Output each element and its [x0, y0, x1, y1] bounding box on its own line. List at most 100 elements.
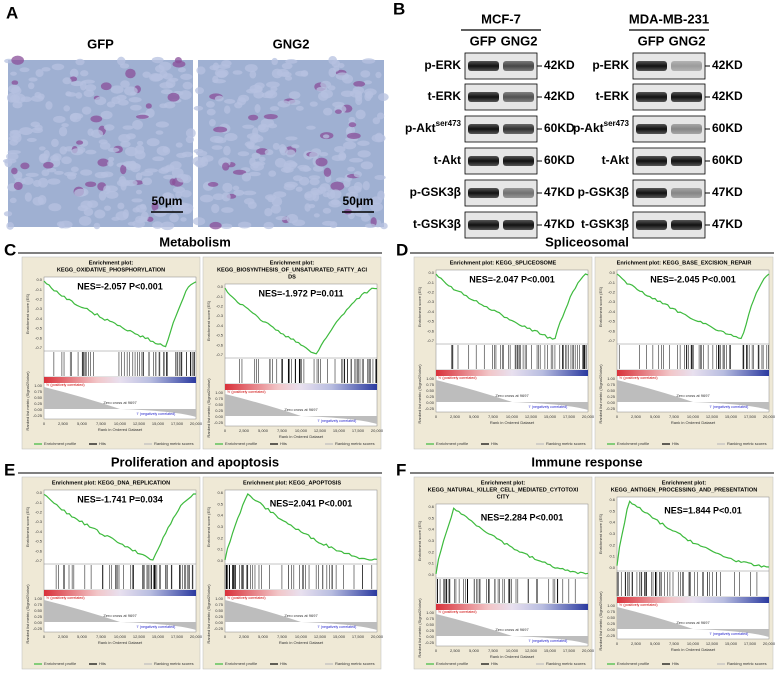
cell — [221, 192, 231, 202]
cell — [223, 145, 231, 156]
cell — [107, 147, 120, 153]
x-tick: 10,000 — [114, 634, 127, 639]
cell — [7, 150, 21, 155]
panel-letter: E — [4, 460, 15, 479]
condition-label: GNG2 — [273, 36, 310, 51]
blot-band — [503, 188, 534, 198]
cell — [48, 203, 62, 212]
y-label: Enrichment score (ES) — [417, 286, 422, 327]
nes-stats: NES=-1.741 P=0.034 — [77, 494, 163, 504]
cell — [62, 77, 72, 85]
cell — [120, 164, 127, 175]
cell — [125, 133, 136, 140]
blot-band — [636, 188, 667, 198]
cell — [355, 95, 363, 106]
metric-tick: 0.75 — [215, 602, 224, 607]
nes-stats: NES=2.284 P<0.001 — [481, 512, 564, 522]
cell — [222, 182, 233, 193]
metric-label: Ranked list metric (Signal2Noise) — [417, 598, 422, 658]
cell — [335, 72, 350, 80]
legend-label: Ranking metric scores — [335, 441, 375, 446]
legend-label: Ranking metric scores — [727, 661, 767, 666]
es-tick: 0.3 — [217, 524, 223, 529]
pos-label: 'h' (positively correlated) — [227, 596, 266, 600]
es-tick: 0.2 — [609, 542, 615, 547]
blot-band — [503, 61, 534, 71]
metric-tick: 0.00 — [426, 634, 435, 639]
cell — [20, 96, 32, 103]
blot — [464, 147, 538, 175]
x-label: Rank in Ordered Dataset — [98, 427, 143, 432]
protein-label: p-GSK3β — [578, 185, 629, 199]
protein-name: t-Akt — [602, 153, 629, 167]
cell — [156, 145, 171, 156]
cell — [374, 174, 386, 180]
metric-tick: 0.75 — [607, 382, 616, 387]
pos-label: 'h' (positively correlated) — [438, 610, 477, 614]
plot-title: KEGG_NATURAL_KILLER_CELL_MEDIATED_CYTOTO… — [428, 487, 579, 493]
cell — [309, 101, 318, 107]
cell — [242, 124, 255, 129]
legend-label: Enrichment profile — [44, 661, 77, 666]
enrichment-curve — [224, 287, 378, 355]
gsea-plot: Enrichment plot:KEGG_ANTIGEN_PROCESSING_… — [594, 476, 776, 670]
cell — [155, 121, 169, 128]
cell — [357, 150, 371, 158]
cell — [334, 109, 342, 114]
x-tick: 17,500 — [171, 634, 184, 639]
cell — [13, 181, 23, 191]
neg-label: 'l' (negatively correlated) — [137, 625, 176, 629]
es-tick: -0.2 — [35, 509, 43, 514]
cell — [238, 94, 250, 103]
cell — [76, 140, 84, 145]
metric-tick: 0.00 — [34, 407, 43, 412]
cell — [39, 153, 49, 163]
size-label: 60KD — [712, 153, 743, 167]
cell — [65, 92, 77, 97]
cell — [103, 124, 115, 131]
cell — [281, 62, 293, 70]
legend-label: Hits — [280, 661, 287, 666]
cell — [352, 86, 365, 95]
es-tick: -0.6 — [35, 548, 43, 553]
cell — [179, 207, 192, 215]
metric-area — [617, 380, 769, 410]
x-tick: 15,000 — [725, 414, 738, 419]
neg-label: 'l' (negatively correlated) — [318, 625, 357, 629]
cell — [222, 162, 230, 171]
protein-name: t-Akt — [434, 153, 461, 167]
metric-tick: 0.25 — [34, 614, 43, 619]
x-tick: 20,000 — [371, 634, 384, 639]
x-tick: 7,500 — [277, 428, 288, 433]
x-tick: 15,000 — [152, 421, 165, 426]
x-tick: 12,500 — [133, 634, 146, 639]
legend-label: Hits — [280, 441, 287, 446]
cell — [355, 109, 366, 120]
blot — [464, 179, 538, 207]
cell — [169, 161, 182, 170]
lane-label: GFP — [470, 33, 497, 48]
es-tick: -0.1 — [427, 280, 435, 285]
blot-band — [468, 61, 499, 71]
cell — [26, 137, 37, 142]
x-tick: 17,500 — [352, 428, 365, 433]
cell — [232, 70, 243, 75]
cell — [140, 211, 149, 222]
blot — [464, 211, 538, 239]
cell — [244, 64, 258, 73]
cell — [175, 191, 183, 199]
x-tick: 17,500 — [563, 648, 576, 653]
plot-title: Enrichment plot: KEGG_APOPTOSIS — [243, 480, 341, 486]
rank-bar — [44, 377, 196, 383]
x-tick: 2,500 — [239, 634, 250, 639]
cell — [329, 221, 338, 229]
es-tick: 0.3 — [609, 531, 615, 536]
zero-cross: Zero cross at 9697 — [495, 393, 529, 398]
metric-tick: 0.00 — [426, 400, 435, 405]
cell — [351, 206, 359, 213]
cell — [300, 70, 309, 77]
panel-letter: D — [396, 240, 408, 259]
metric-tick: -0.25 — [33, 413, 43, 418]
x-tick: 10,000 — [114, 421, 127, 426]
cell — [104, 205, 112, 211]
